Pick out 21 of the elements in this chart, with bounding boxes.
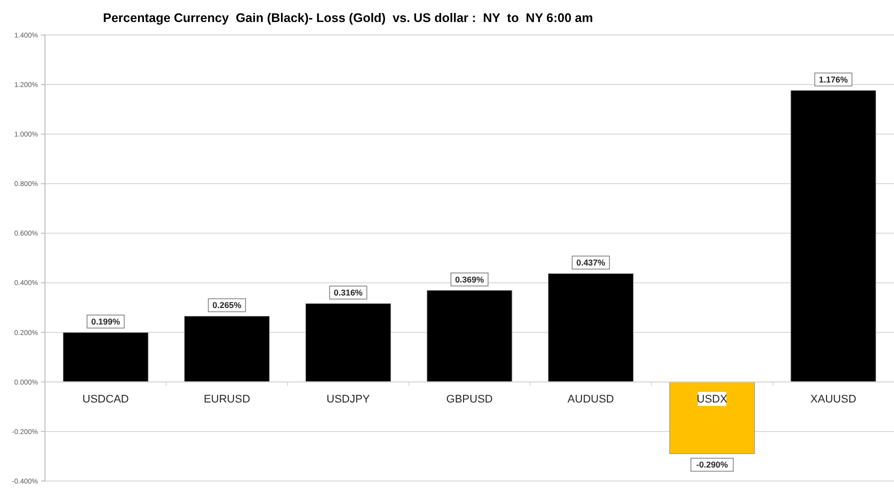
data-label: 0.199% — [91, 316, 120, 327]
x-tick-label: USDCAD — [82, 394, 129, 406]
data-label: -0.290% — [696, 460, 728, 470]
bar — [548, 273, 634, 382]
chart-title: Percentage Currency Gain (Black)- Loss (Gold) vs. US dollar : NY to NY 6:00 am — [103, 11, 593, 25]
data-label: 0.316% — [334, 288, 364, 298]
bar — [306, 303, 391, 382]
data-label: 1.176% — [818, 74, 848, 84]
x-tick-label: AUDUSD — [568, 394, 614, 406]
bar — [62, 332, 148, 382]
bar — [790, 90, 876, 382]
x-tick-label: USDJPY — [326, 394, 371, 406]
bar — [669, 382, 755, 454]
x-tick-label: EURUSD — [204, 394, 250, 406]
bar — [184, 316, 270, 382]
bar — [426, 290, 512, 382]
data-label: 0.369% — [455, 274, 484, 284]
data-label: 0.265% — [212, 300, 242, 310]
data-label: 0.437% — [576, 258, 606, 268]
x-tick-label: XAUUSD — [810, 394, 856, 406]
x-tick-label: GBPUSD — [446, 394, 493, 406]
